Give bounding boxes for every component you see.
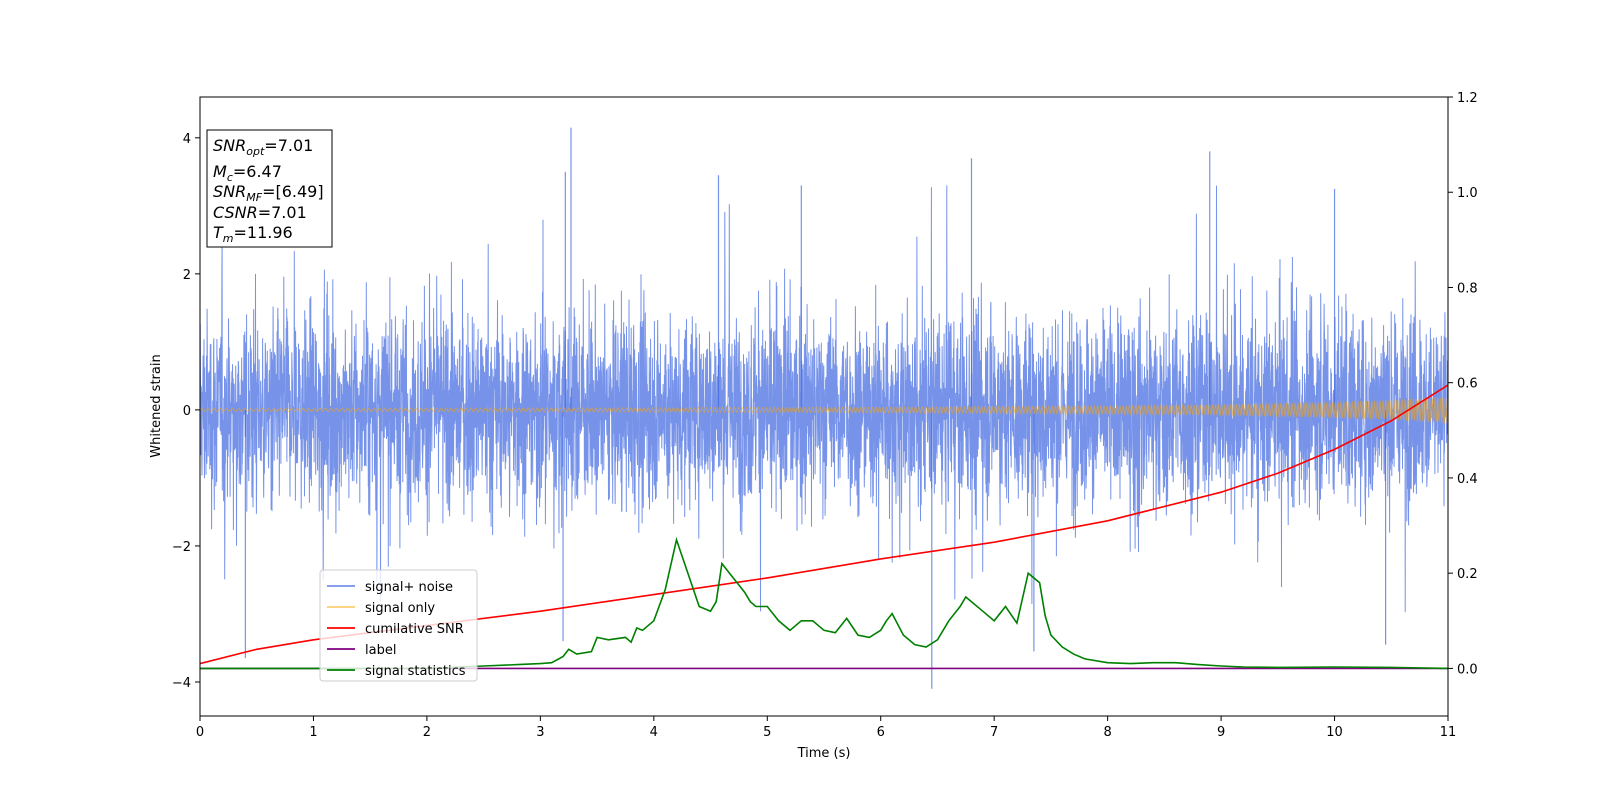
info-subscript: m [223, 232, 234, 245]
info-subscript: MF [246, 191, 262, 204]
x-tick-label: 3 [536, 725, 544, 740]
y-axis-right: 1.2 1.0 0.8 0.6 0.4 0.2 0.0 [1448, 91, 1478, 677]
y-tick-label: 0 [183, 404, 191, 419]
legend-frame [319, 569, 478, 682]
y2-tick-label: 0.6 [1457, 377, 1478, 392]
x-tick-label: 1 [309, 725, 317, 740]
info-value: =7.01 [258, 203, 307, 222]
x-tick-label: 8 [1103, 725, 1111, 740]
info-line: Tm=11.96 [213, 223, 293, 245]
x-tick-label: 5 [763, 725, 771, 740]
info-value: =[6.49] [262, 182, 324, 201]
y2-tick-label: 0.0 [1457, 662, 1478, 677]
x-tick-label: 4 [650, 725, 658, 740]
x-tick-label: 9 [1217, 725, 1225, 740]
x-tick-label: 6 [877, 725, 885, 740]
y-tick-label: −4 [172, 676, 191, 691]
info-line: SNRMF=[6.49] [213, 182, 324, 204]
x-tick-label: 10 [1326, 725, 1343, 740]
y-tick-label: 4 [183, 132, 191, 147]
plot-frame [199, 96, 1449, 717]
series-line-signal-only [200, 396, 1448, 424]
x-tick-label: 0 [196, 725, 204, 740]
x-tick-label: 11 [1440, 725, 1457, 740]
y-tick-label: 2 [183, 268, 191, 283]
info-symbol: SNR [213, 182, 246, 201]
info-symbol: SNR [213, 136, 246, 155]
info-value: =7.01 [264, 136, 313, 155]
y2-tick-label: 0.8 [1457, 281, 1478, 296]
legend-label: signal+ noise [365, 580, 453, 595]
legend-label: signal statistics [365, 664, 466, 679]
info-box: SNRopt=7.01Mc=6.47SNRMF=[6.49]CSNR=7.01T… [206, 129, 333, 248]
info-line: SNRopt=7.01 [213, 136, 313, 158]
info-symbol: M [213, 162, 227, 181]
legend-label: cumilative SNR [365, 622, 464, 637]
y2-tick-label: 0.2 [1457, 567, 1478, 582]
legend-label: label [365, 643, 396, 658]
series-line-signal-statistics [200, 536, 1448, 670]
y2-tick-label: 0.4 [1457, 472, 1478, 487]
legend: signal+ noise signal only cumilative SNR la… [319, 569, 478, 682]
x-axis: 0 1 2 3 4 5 6 7 8 9 10 11 [196, 716, 1456, 740]
info-value: =6.47 [233, 162, 282, 181]
y-axis-label: Whitened strain [149, 354, 164, 457]
x-tick-label: 7 [990, 725, 998, 740]
info-subscript: opt [246, 145, 265, 158]
y2-tick-label: 1.2 [1457, 91, 1478, 106]
x-axis-label: Time (s) [797, 746, 851, 761]
info-line: Mc=6.47 [213, 162, 282, 184]
info-value: =11.96 [234, 223, 293, 242]
info-subscript: c [227, 171, 233, 184]
y2-tick-label: 1.0 [1457, 186, 1478, 201]
y-axis-left: 4 2 0 −2 −4 [172, 132, 200, 691]
x-tick-label: 2 [423, 725, 431, 740]
info-symbol: T [213, 223, 224, 242]
info-box-frame [206, 129, 333, 248]
series-line-noise [200, 185, 1448, 613]
legend-label: signal only [365, 601, 435, 616]
info-symbol: CSNR [213, 203, 258, 222]
y-tick-label: −2 [172, 540, 191, 555]
info-line: CSNR=7.01 [213, 203, 307, 222]
